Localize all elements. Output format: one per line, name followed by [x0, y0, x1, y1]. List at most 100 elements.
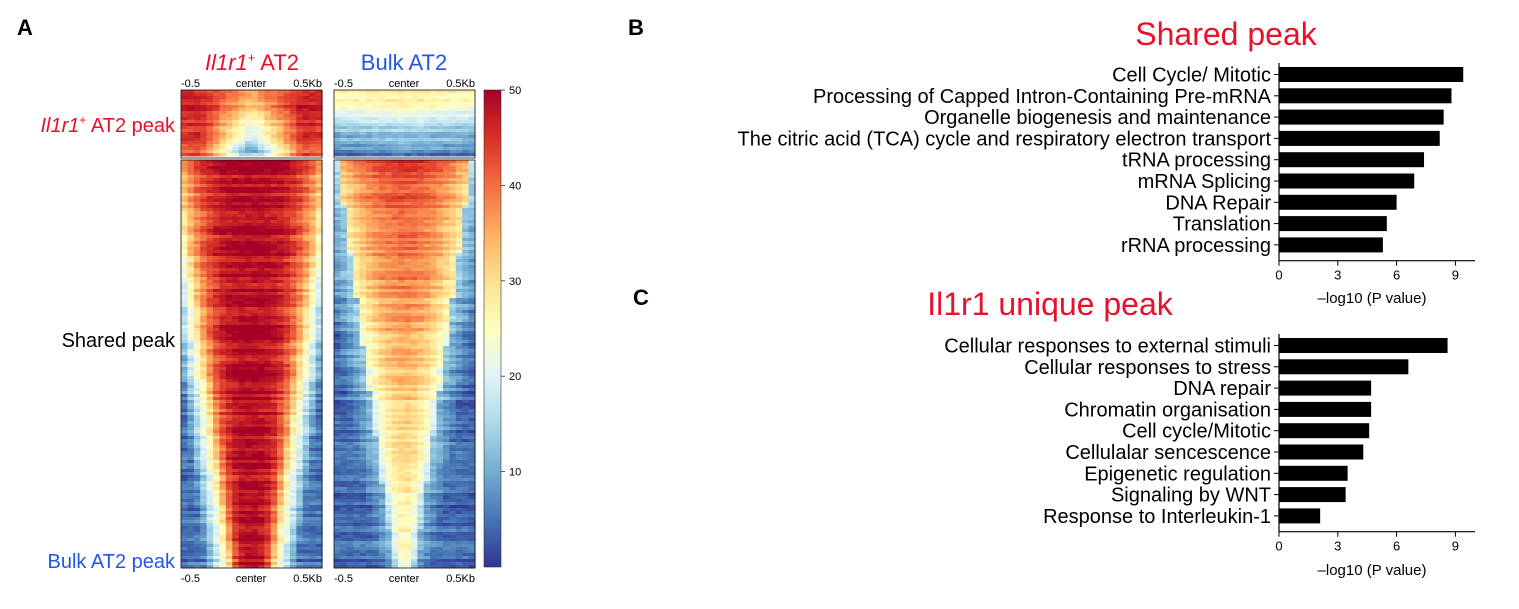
heatmap-cell [187, 505, 195, 509]
heatmap-cell [283, 144, 291, 148]
heatmap-cell [257, 295, 265, 299]
heatmap-cell [423, 280, 431, 284]
heatmap-cell [219, 295, 227, 299]
heatmap-cell [340, 211, 348, 215]
heatmap-cell [296, 132, 304, 136]
heatmap-cell [238, 376, 246, 380]
heatmap-cell [257, 202, 265, 206]
heatmap-cell [366, 181, 374, 185]
heatmap-cell [219, 126, 227, 130]
heatmap-cell [455, 120, 463, 124]
heatmap-cell [181, 427, 189, 431]
heatmap-cell [353, 199, 361, 203]
heatmap-cell [283, 90, 291, 94]
heatmap-cell [251, 421, 259, 425]
heatmap-cell [238, 310, 246, 314]
heatmap-cell [410, 226, 418, 230]
heatmap-cell [302, 211, 310, 215]
heatmap-cell [334, 196, 342, 200]
heatmap-cell [296, 214, 304, 218]
heatmap-cell [378, 135, 386, 139]
heatmap-cell [309, 418, 317, 422]
heatmap-cell [334, 108, 342, 112]
heatmap-cell [257, 556, 265, 560]
heatmap-cell [296, 93, 304, 97]
heatmap-cell [277, 409, 285, 413]
heatmap-cell [449, 96, 457, 100]
heatmap-cell [251, 337, 259, 341]
heatmap-cell [206, 535, 214, 539]
heatmap-cell [225, 138, 233, 142]
heatmap-cell [219, 105, 227, 109]
heatmap-cell [410, 166, 418, 170]
heatmap-cell [309, 214, 317, 218]
heatmap-cell [346, 205, 354, 209]
heatmap-cell [366, 199, 374, 203]
heatmap-cell [315, 460, 323, 464]
heatmap-cell [359, 123, 367, 127]
heatmap-cell [213, 526, 221, 530]
heatmap-cell [187, 313, 195, 317]
heatmap-cell [232, 175, 240, 179]
heatmap-cell [442, 211, 450, 215]
heatmap-cell [359, 93, 367, 97]
heatmap-cell [193, 499, 201, 503]
heatmap-cell [238, 454, 246, 458]
heatmap-cell [238, 184, 246, 188]
heatmap-cell [340, 289, 348, 293]
heatmap-cell [200, 337, 208, 341]
heatmap-cell [181, 160, 189, 164]
heatmap-cell [193, 565, 201, 569]
heatmap-cell [193, 559, 201, 563]
heatmap-cell [264, 526, 272, 530]
heatmap-cell [283, 499, 291, 503]
heatmap-cell [315, 511, 323, 515]
heatmap-cell [277, 454, 285, 458]
heatmap-cell [289, 102, 297, 106]
tick-right-top-2: 0.5Kb [446, 78, 475, 90]
heatmap-cell [270, 190, 278, 194]
heatmap-cell [187, 229, 195, 233]
heatmap-cell [346, 298, 354, 302]
heatmap-cell [200, 277, 208, 281]
heatmap-cell [245, 391, 253, 395]
heatmap-cell [340, 223, 348, 227]
heatmap-cell [353, 120, 361, 124]
heatmap-cell [219, 460, 227, 464]
heatmap-cell [219, 93, 227, 97]
heatmap-cell [213, 298, 221, 302]
heatmap-cell [296, 144, 304, 148]
heatmap-cell [398, 196, 406, 200]
heatmap-cell [277, 526, 285, 530]
heatmap-cell [264, 430, 272, 434]
heatmap-cell [181, 418, 189, 422]
heatmap-cell [238, 460, 246, 464]
heatmap-cell [346, 268, 354, 272]
heatmap-cell [353, 220, 361, 224]
heatmap-cell [366, 226, 374, 230]
heatmap-cell [289, 454, 297, 458]
heatmap-cell [302, 460, 310, 464]
heatmap-cell [206, 322, 214, 326]
heatmap-cell [213, 238, 221, 242]
heatmap-cell [391, 289, 399, 293]
heatmap-cell [193, 295, 201, 299]
heatmap-cell [219, 391, 227, 395]
heatmap-cell [404, 271, 412, 275]
heatmap-cell [219, 102, 227, 106]
heatmap-cell [225, 141, 233, 145]
heatmap-cell [238, 114, 246, 118]
heatmap-cell [181, 153, 189, 157]
heatmap-cell [296, 379, 304, 383]
heatmap-cell [238, 250, 246, 254]
heatmap-cell [309, 199, 317, 203]
heatmap-cell [251, 352, 259, 356]
heatmap-cell [206, 334, 214, 338]
heatmap-cell [264, 211, 272, 215]
heatmap-cell [385, 178, 393, 182]
heatmap-cell [200, 322, 208, 326]
heatmap-cell [442, 90, 450, 94]
heatmap-cell [225, 517, 233, 521]
heatmap-cell [277, 475, 285, 479]
heatmap-cell [206, 244, 214, 248]
